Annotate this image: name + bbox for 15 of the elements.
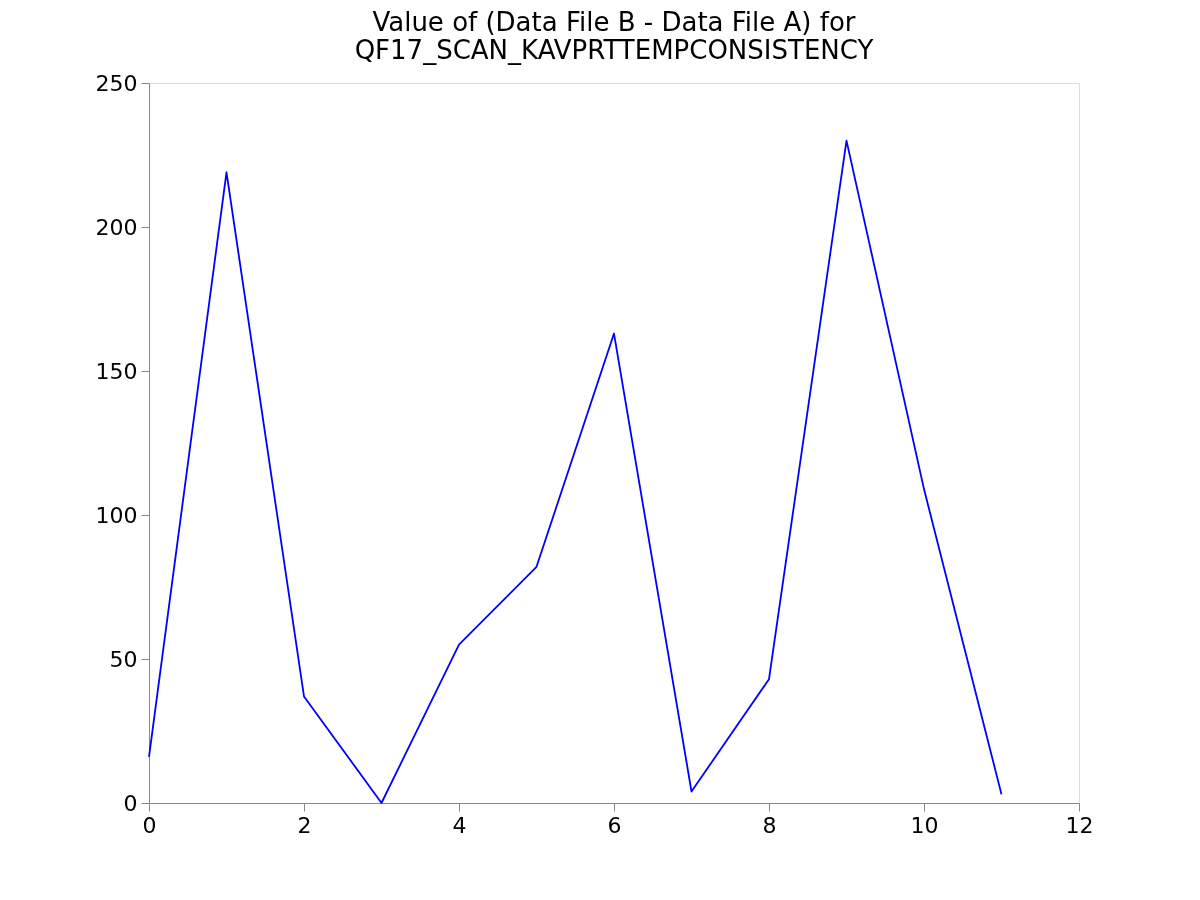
y-tick-label: 250 xyxy=(95,70,138,96)
chart-title: Value of (Data File B - Data File A) for QF17_SCAN_KAVPRTTEMPCONSISTENCY xyxy=(354,7,874,65)
y-tick-label: 150 xyxy=(95,358,138,384)
line-series xyxy=(148,139,1003,804)
x-tick-label: 2 xyxy=(297,812,312,838)
x-tick-label: 4 xyxy=(452,812,467,838)
x-tick-label: 0 xyxy=(142,812,157,838)
y-tick-label: 0 xyxy=(123,790,138,816)
y-tick-label: 100 xyxy=(95,502,138,528)
x-tick-label: 6 xyxy=(607,812,622,838)
x-tick-label: 8 xyxy=(762,812,777,838)
y-tick-label: 50 xyxy=(109,646,138,672)
y-tick-label: 200 xyxy=(95,214,138,240)
x-tick-label: 12 xyxy=(1065,812,1094,838)
x-tick-label: 10 xyxy=(910,812,939,838)
